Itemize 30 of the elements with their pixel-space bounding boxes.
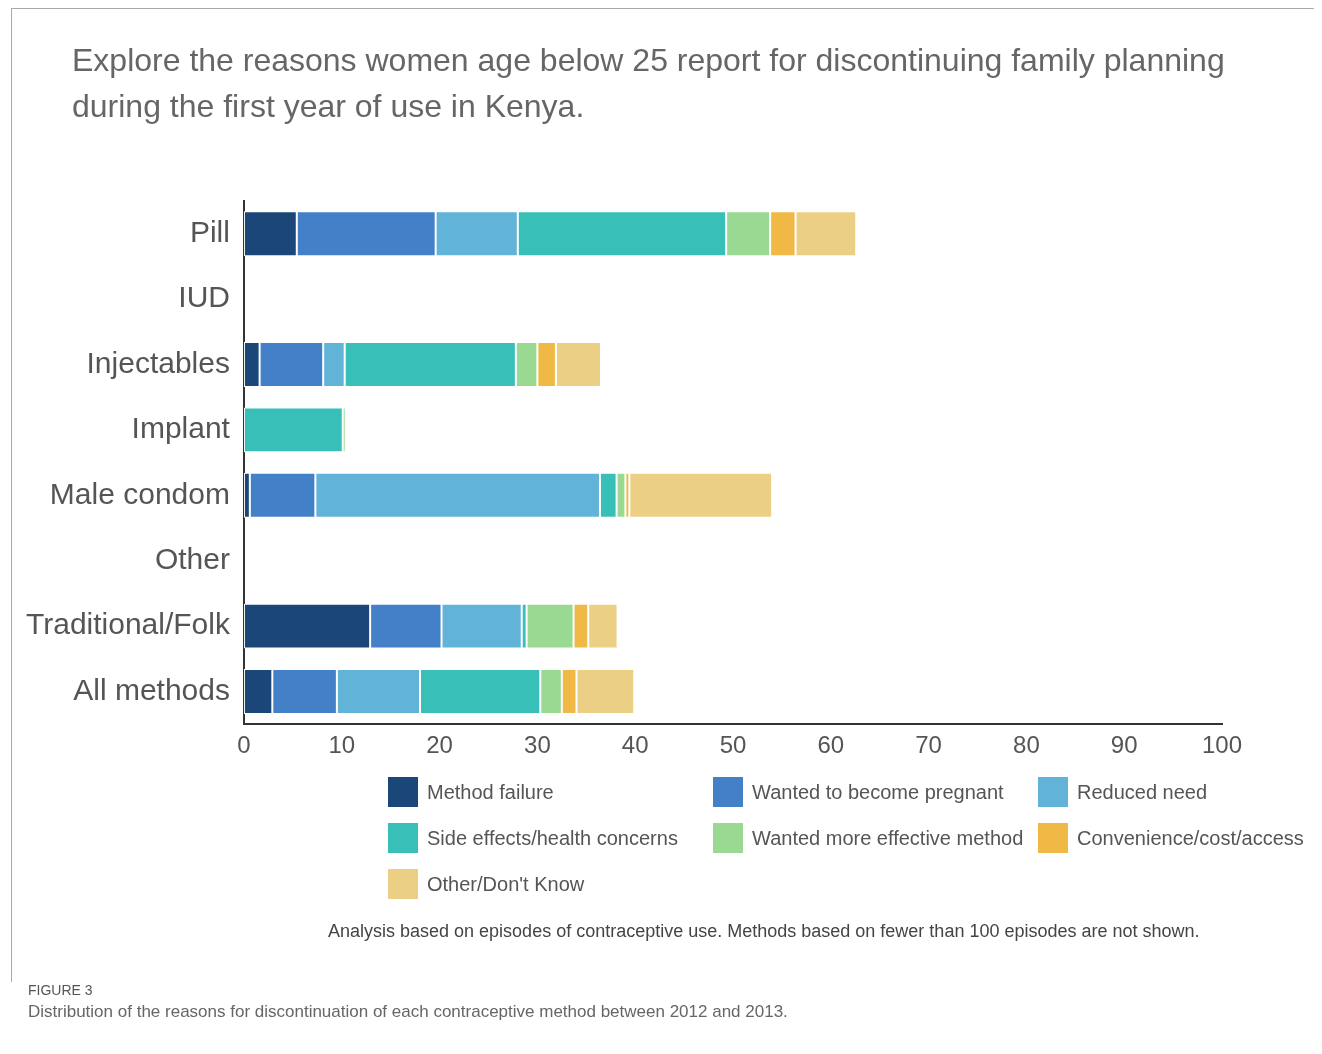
caption: FIGURE 3: [28, 982, 94, 998]
x-tick-label: 40: [621, 731, 649, 759]
x-tick-label: 30: [524, 731, 551, 759]
x-tick-label: 80: [1013, 731, 1040, 759]
legend-label: Wanted more effective method: [752, 826, 1024, 850]
legend-label: Side effects/health concerns: [427, 826, 678, 850]
x-tick-label: 50: [719, 731, 747, 759]
x-tick-label: 100: [1201, 731, 1243, 759]
x-tick-label: 60: [817, 731, 845, 759]
y-tick-label: Pill: [189, 214, 230, 248]
text: Analysis based on episodes of contraceptive use. Methods based on fewer than 100 episodes are not shown.: [328, 921, 1201, 942]
y-tick-label: Injectables: [86, 345, 230, 379]
x-tick-label: 20: [426, 731, 453, 759]
x-tick-label: 0: [237, 731, 251, 759]
x-tick-label: 90: [1110, 731, 1138, 759]
y-tick-label: Traditional/Folk: [26, 607, 231, 641]
legend-label: Convenience/cost/access: [1077, 826, 1304, 850]
y-tick-label: Implant: [131, 411, 231, 445]
legend-label: Reduced need: [1077, 780, 1208, 804]
legend-label: Other/Don't Know: [427, 872, 585, 896]
x-tick-label: 70: [915, 731, 942, 759]
chart-title: Explore the reasons women age below 25 report for discontinuing family planning during the first year of use in Kenya.: [72, 41, 1226, 126]
y-tick-label: All methods: [73, 672, 230, 706]
y-tick-label: Male condom: [49, 476, 230, 510]
y-tick-label: IUD: [178, 280, 230, 314]
legend-label: Wanted to become pregnant: [752, 780, 1004, 804]
x-tick-label: 10: [328, 731, 356, 759]
y-tick-label: Other: [154, 541, 230, 575]
text: Distribution of the reasons for discontinuation of each contraceptive method between 2012 and 2013.: [28, 1002, 789, 1022]
legend-label: Method failure: [427, 780, 554, 804]
